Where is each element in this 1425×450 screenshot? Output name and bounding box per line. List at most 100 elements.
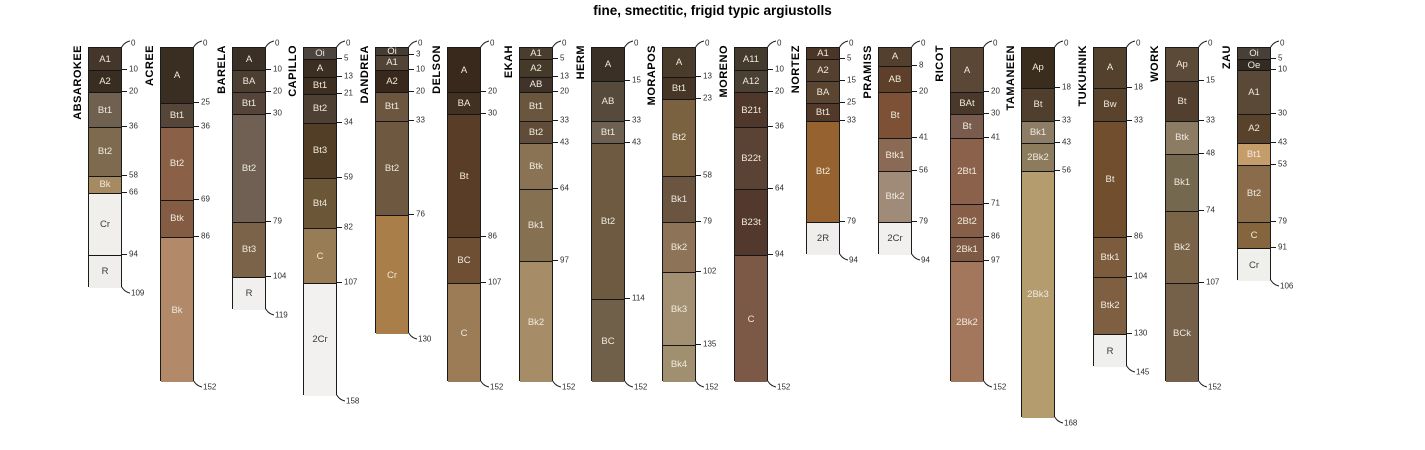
horizon-label: A — [963, 64, 971, 76]
depth-tick — [266, 113, 271, 114]
horizon-segment: Cr — [89, 193, 121, 255]
horizon-segment: A — [304, 59, 336, 77]
horizon-label: Bt1 — [671, 82, 687, 94]
depth-tick — [266, 220, 271, 222]
depth-tick — [625, 119, 630, 121]
horizon-segment: Bt3 — [304, 122, 336, 178]
depth-tick — [1199, 152, 1204, 154]
depth-value: 79 — [919, 216, 928, 226]
horizon-segment: A — [663, 48, 695, 77]
depth-value: 53 — [1278, 159, 1287, 169]
soil-profile-column: A1 A2 BA Bt1 Bt2 2R — [806, 47, 840, 255]
horizon-label: R — [101, 266, 109, 278]
depth-value: 43 — [1062, 137, 1071, 147]
horizon-label: A — [1106, 62, 1114, 74]
depth-tick — [337, 75, 342, 77]
depth-value: 18 — [1062, 82, 1071, 92]
depth-tick — [1055, 119, 1060, 121]
horizon-segment: Bk — [161, 237, 193, 383]
depth-tick — [696, 97, 701, 99]
depth-value: 0 — [131, 38, 136, 48]
horizon-segment: C — [304, 228, 336, 284]
horizon-label: Oi — [315, 48, 325, 59]
horizon-segment: Cr — [1238, 248, 1270, 282]
depth-tick — [696, 75, 701, 77]
depth-tick — [553, 119, 558, 121]
horizon-segment: Bt1 — [376, 92, 408, 121]
horizon-label: Oi — [387, 45, 397, 57]
depth-value: 23 — [703, 93, 712, 103]
depth-value: 34 — [344, 117, 353, 127]
horizon-label: Bw — [1103, 99, 1117, 111]
horizon-segment: Bk2 — [520, 261, 552, 383]
depth-value: 15 — [632, 75, 641, 85]
horizon-segment: R — [1094, 334, 1126, 367]
depth-axis-hook — [1126, 40, 1135, 48]
horizon-label: AB — [888, 73, 902, 85]
soil-profile-column: A1 A2 Bt1 Bt2 Bk Cr R — [88, 47, 122, 288]
depth-value: 0 — [849, 38, 854, 48]
horizon-segment: Bt1 — [89, 92, 121, 128]
depth-tick — [481, 236, 486, 238]
depth-value: 30 — [488, 108, 497, 118]
depth-tick — [984, 203, 989, 205]
horizon-segment: A2 — [89, 70, 121, 92]
depth-value: 106 — [1280, 281, 1294, 291]
horizon-segment: Bt — [448, 114, 480, 238]
depth-tick — [1127, 333, 1132, 334]
horizon-segment: Bk3 — [663, 272, 695, 345]
depth-value: 86 — [201, 231, 210, 241]
depth-axis-hook — [839, 40, 848, 48]
depth-tick — [337, 121, 342, 123]
depth-tick — [1271, 58, 1276, 59]
depth-value: 33 — [1134, 115, 1143, 125]
depth-axis-hook — [408, 332, 417, 340]
soil-profile-column: Oi A Bt1 Bt2 Bt3 Bt4 C 2Cr — [303, 47, 337, 396]
depth-tick — [1199, 119, 1204, 121]
depth-value: 20 — [991, 86, 1000, 96]
horizon-segment: BA — [448, 92, 480, 114]
horizon-segment: A2 — [376, 70, 408, 92]
profile-name-label: EKAH — [503, 45, 515, 79]
depth-value: 58 — [703, 170, 712, 180]
horizon-label: BA — [242, 76, 256, 87]
depth-tick — [1127, 119, 1132, 121]
horizon-label: Bt3 — [312, 145, 328, 157]
depth-tick — [984, 91, 989, 92]
depth-value: 36 — [201, 121, 210, 131]
horizon-label: Cr — [1248, 259, 1260, 271]
horizon-segment: Bk — [89, 175, 121, 194]
horizon-segment: R — [233, 276, 265, 310]
horizon-label: Bt1 — [600, 126, 616, 138]
depth-axis-hook — [983, 380, 992, 388]
horizon-label: A2 — [817, 65, 829, 76]
horizon-segment: Bt4 — [304, 177, 336, 229]
horizon-segment: Bt2 — [161, 127, 193, 200]
horizon-segment: Btk — [520, 142, 552, 189]
horizon-label: A1 — [99, 53, 111, 65]
depth-value: 130 — [1134, 328, 1148, 338]
depth-tick — [481, 282, 486, 284]
horizon-label: AB — [601, 95, 615, 107]
depth-tick — [1271, 163, 1276, 165]
horizon-segment: A11 — [735, 48, 767, 70]
depth-tick — [409, 91, 414, 92]
profile-name-label: MORAPOS — [646, 45, 658, 106]
horizon-segment: A — [592, 48, 624, 81]
depth-value: 33 — [847, 115, 856, 125]
horizon-segment: 2Bk2 — [951, 261, 983, 383]
depth-value: 82 — [344, 222, 353, 232]
depth-value: 152 — [993, 382, 1007, 392]
profile-name-label: HERM — [575, 45, 587, 80]
horizon-segment: BCk — [1166, 283, 1198, 383]
horizon-segment: 2R — [807, 221, 839, 255]
horizon-label: Bt2 — [384, 162, 400, 174]
horizon-segment: 2Bt2 — [951, 204, 983, 238]
depth-value: 102 — [703, 266, 717, 276]
soil-profile-column: A BAt Bt 2Bt1 2Bt2 2Bk1 2Bk2 — [950, 47, 984, 383]
horizon-segment: B21t — [735, 92, 767, 128]
depth-tick — [912, 137, 917, 139]
soil-profile-column: A Bt1 Bt2 Bk1 Bk2 Bk3 Bk4 — [662, 47, 696, 383]
horizon-segment: Bw — [1094, 87, 1126, 121]
depth-tick — [1271, 247, 1276, 249]
